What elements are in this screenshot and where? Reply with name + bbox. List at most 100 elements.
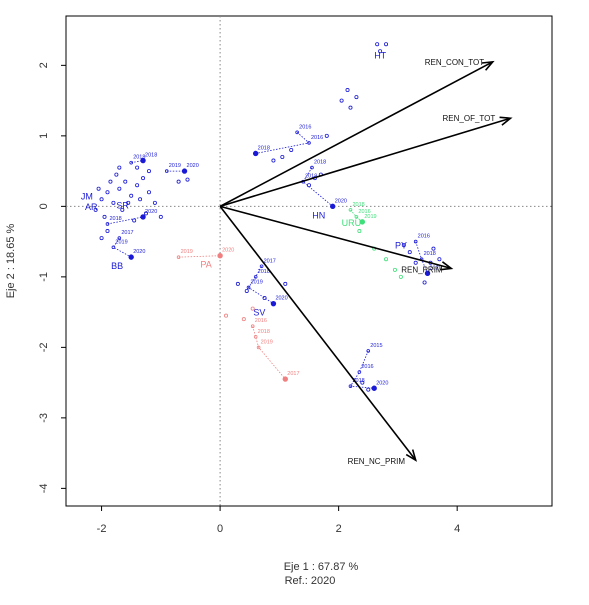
y-tick-label: -3 xyxy=(38,413,50,423)
blue-point xyxy=(111,200,116,205)
blue-point xyxy=(280,155,285,160)
arrow-head xyxy=(481,60,495,71)
arrow-shaft xyxy=(219,205,452,270)
year-label: 2020 xyxy=(133,249,145,255)
year-label: 2016 xyxy=(311,135,323,141)
blue-point xyxy=(141,176,146,181)
arrow-label: REN_CON_TOT xyxy=(425,58,485,67)
y-tick-label: 2 xyxy=(38,62,50,68)
year-label: 2017 xyxy=(121,230,133,236)
blue-point xyxy=(431,246,436,251)
blue-point xyxy=(146,190,151,195)
year-label: 2017 xyxy=(287,371,299,377)
blue-point xyxy=(262,296,267,301)
trajectory-point xyxy=(111,245,116,250)
year-label: 2016 xyxy=(418,234,430,240)
trajectory-point xyxy=(366,349,371,353)
year-label: 2018 xyxy=(352,202,364,208)
year-label: 2018 xyxy=(133,155,145,161)
blue-point xyxy=(158,214,163,219)
country-label: JM xyxy=(81,191,93,201)
x-tick-label: 2 xyxy=(336,523,342,535)
blue-point xyxy=(105,229,110,234)
blue-point xyxy=(384,42,389,47)
blue-point xyxy=(271,158,276,163)
trajectory-point xyxy=(413,239,418,244)
trajectory-point xyxy=(128,254,134,260)
blue-point xyxy=(135,165,140,170)
blue-point xyxy=(114,172,119,177)
year-label: 2018 xyxy=(258,145,270,151)
trajectory-point xyxy=(270,300,277,307)
blue-point xyxy=(126,200,131,205)
trajectory-point xyxy=(354,215,359,219)
trajectory-line xyxy=(255,132,310,154)
y-tick-label: -4 xyxy=(38,483,50,493)
year-label: 2020 xyxy=(376,380,388,386)
trajectory-point xyxy=(295,130,299,135)
year-label: 2019 xyxy=(261,339,273,345)
pink-point xyxy=(250,306,255,311)
arrow-shaft xyxy=(219,61,494,208)
trajectory-point xyxy=(246,285,251,290)
trajectory-point xyxy=(252,150,259,157)
year-label: 2019 xyxy=(251,279,263,285)
pink-point xyxy=(224,313,229,318)
blue-point xyxy=(366,387,371,392)
trajectory-line xyxy=(178,255,221,258)
trajectory-point xyxy=(371,385,377,391)
blue-point xyxy=(360,380,365,385)
trajectory-point xyxy=(348,208,353,212)
blue-point xyxy=(324,133,329,138)
blue-point xyxy=(283,281,288,286)
year-label: 2020 xyxy=(187,163,199,169)
blue-point xyxy=(132,218,137,223)
green-point xyxy=(384,257,389,262)
blue-point xyxy=(345,88,350,93)
blue-point xyxy=(129,193,134,198)
variable-arrows: REN_CON_TOT REN_OF_TOT REN_PRIM REN_NC_PRIM xyxy=(219,58,513,466)
year-label: 2018 xyxy=(145,153,157,159)
year-label: 2020 xyxy=(335,198,347,204)
green-point xyxy=(392,267,397,272)
country-label: SR xyxy=(116,200,129,210)
blue-point xyxy=(93,207,98,212)
country-label: PY xyxy=(395,241,407,251)
trajectory-point xyxy=(140,214,146,220)
blue-point xyxy=(401,243,406,248)
trajectory-line xyxy=(415,241,428,274)
trajectory-point xyxy=(129,160,133,165)
blue-point xyxy=(152,200,157,205)
year-label: 2019 xyxy=(115,239,127,245)
arrow-label: REN_NC_PRIM xyxy=(348,457,406,466)
year-label: 2017 xyxy=(264,258,276,264)
blue-point xyxy=(354,95,359,100)
x-tick-label: 0 xyxy=(217,523,223,535)
year-label: 2019 xyxy=(181,249,193,255)
green-point xyxy=(398,274,403,279)
trajectory-line xyxy=(302,167,333,207)
y-tick-label: 0 xyxy=(38,203,50,209)
blue-point xyxy=(96,186,101,191)
pink-point xyxy=(241,317,246,322)
trajectory-point xyxy=(253,275,258,279)
trajectory-point xyxy=(310,165,314,170)
year-label: 2018 xyxy=(314,160,326,166)
arrow-head xyxy=(440,261,454,271)
trajectory-line xyxy=(350,209,363,223)
blue-point xyxy=(289,147,294,152)
blue-point xyxy=(378,49,383,54)
x-tick-label: 4 xyxy=(454,523,460,535)
arrow-label: REN_OF_TOT xyxy=(443,114,496,123)
y-axis-label: Eje 2 : 18.65 % xyxy=(5,223,17,298)
trajectory-point xyxy=(357,370,362,374)
blue-point xyxy=(135,183,140,188)
trajectory-point xyxy=(217,253,223,259)
country-label: HT xyxy=(374,50,386,60)
arrow-shaft xyxy=(219,205,417,461)
trajectory-point xyxy=(140,157,146,164)
year-label: 2018 xyxy=(352,378,364,384)
y-axis: -4 -3 -2 -1 0 1 2 xyxy=(38,62,66,493)
